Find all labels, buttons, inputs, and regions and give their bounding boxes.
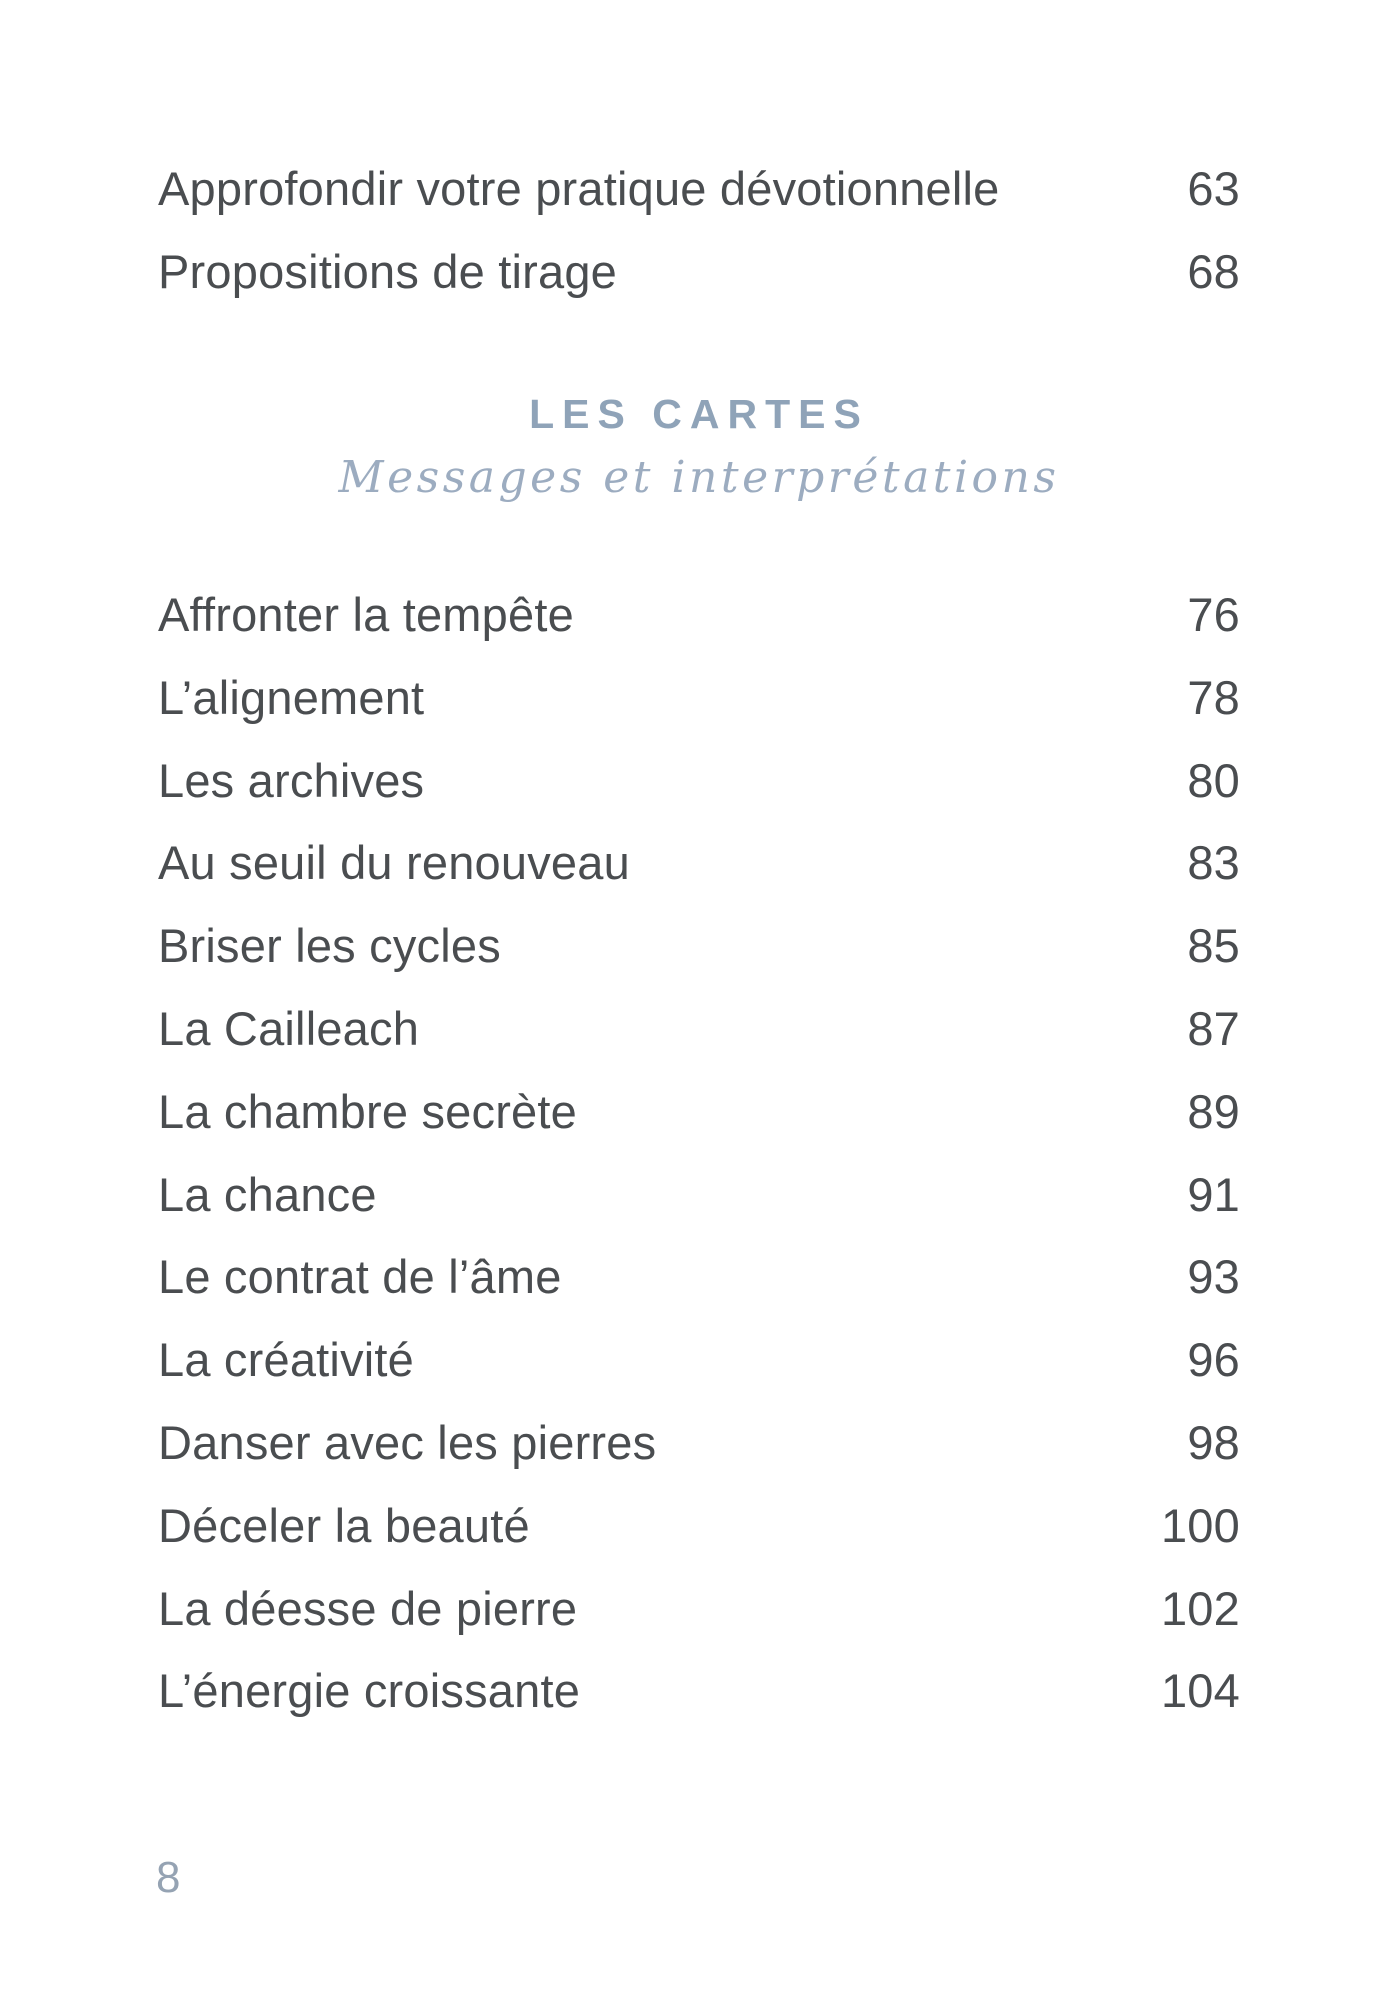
toc-entry-page-number: 83 xyxy=(1187,836,1240,890)
toc-entry-page-number: 102 xyxy=(1160,1581,1240,1635)
toc-entry-title: Les archives xyxy=(158,753,425,807)
toc-entry-page-number: 76 xyxy=(1187,588,1240,641)
toc-row: Briser les cycles 85 xyxy=(158,905,1240,988)
section-subtitle: Messages et interprétations xyxy=(338,452,1060,504)
toc-row: La créativité 96 xyxy=(158,1319,1240,1402)
toc-entry-page-number: 78 xyxy=(1187,670,1240,724)
toc-row: Propositions de tirage 68 xyxy=(158,231,1240,314)
toc-entry-title: Au seuil du renouveau xyxy=(158,836,630,890)
toc-entry-title: L’énergie croissante xyxy=(158,1664,581,1718)
toc-entry-title: Propositions de tirage xyxy=(158,244,618,298)
toc-entry-page-number: 68 xyxy=(1187,244,1240,298)
toc-entry-title: La chance xyxy=(158,1167,377,1221)
toc-row: Affronter la tempête 76 xyxy=(158,574,1240,657)
toc-row: Au seuil du renouveau 83 xyxy=(158,822,1240,905)
toc-entry-page-number: 89 xyxy=(1187,1084,1240,1138)
toc-entry-page-number: 104 xyxy=(1160,1664,1240,1718)
toc-entry-page-number: 87 xyxy=(1187,1001,1240,1055)
folio-page-number: 8 xyxy=(156,1853,181,1902)
front-matter-list: Approfondir votre pratique dévotionnelle… xyxy=(158,148,1240,314)
toc-row: L’alignement 78 xyxy=(158,657,1240,740)
toc-row: La chambre secrète 89 xyxy=(158,1071,1240,1154)
toc-entry-title: L’alignement xyxy=(158,670,425,724)
toc-entry-title: La déesse de pierre xyxy=(158,1581,578,1635)
toc-entry-title: Briser les cycles xyxy=(158,919,501,973)
toc-entry-title: Déceler la beauté xyxy=(158,1498,530,1552)
toc-entry-page-number: 91 xyxy=(1187,1167,1240,1221)
toc-entry-page-number: 93 xyxy=(1187,1250,1240,1304)
toc-row: Déceler la beauté 100 xyxy=(158,1485,1240,1568)
toc-row: Les archives 80 xyxy=(158,740,1240,823)
toc-entry-page-number: 98 xyxy=(1187,1415,1240,1469)
toc-entry-title: Affronter la tempête xyxy=(158,588,574,641)
toc-entry-title: La créativité xyxy=(158,1333,415,1387)
toc-entry-page-number: 85 xyxy=(1187,919,1240,973)
toc-row: Approfondir votre pratique dévotionnelle… xyxy=(158,148,1240,231)
toc-row: La Cailleach 87 xyxy=(158,988,1240,1071)
section-header: LES CARTES Messages et interprétations xyxy=(158,391,1240,504)
toc-entry-title: Danser avec les pierres xyxy=(158,1415,657,1469)
toc-entry-page-number: 80 xyxy=(1187,753,1240,807)
toc-row: Le contrat de l’âme 93 xyxy=(158,1236,1240,1319)
toc-entry-title: Le contrat de l’âme xyxy=(158,1250,562,1304)
toc-entry-title: La chambre secrète xyxy=(158,1084,577,1138)
section-title: LES CARTES xyxy=(529,391,869,437)
toc-entry-page-number: 63 xyxy=(1187,162,1240,215)
toc-row: Danser avec les pierres 98 xyxy=(158,1402,1240,1485)
toc-entry-title: Approfondir votre pratique dévotionnelle xyxy=(158,162,1000,215)
cards-list: Affronter la tempête 76 L’alignement 78 … xyxy=(158,574,1240,1733)
toc-row: La déesse de pierre 102 xyxy=(158,1568,1240,1651)
toc-row: La chance 91 xyxy=(158,1154,1240,1237)
toc-row: L’énergie croissante 104 xyxy=(158,1650,1240,1733)
toc-entry-page-number: 96 xyxy=(1187,1333,1240,1387)
toc-entry-title: La Cailleach xyxy=(158,1001,420,1055)
toc-entry-page-number: 100 xyxy=(1160,1498,1240,1552)
